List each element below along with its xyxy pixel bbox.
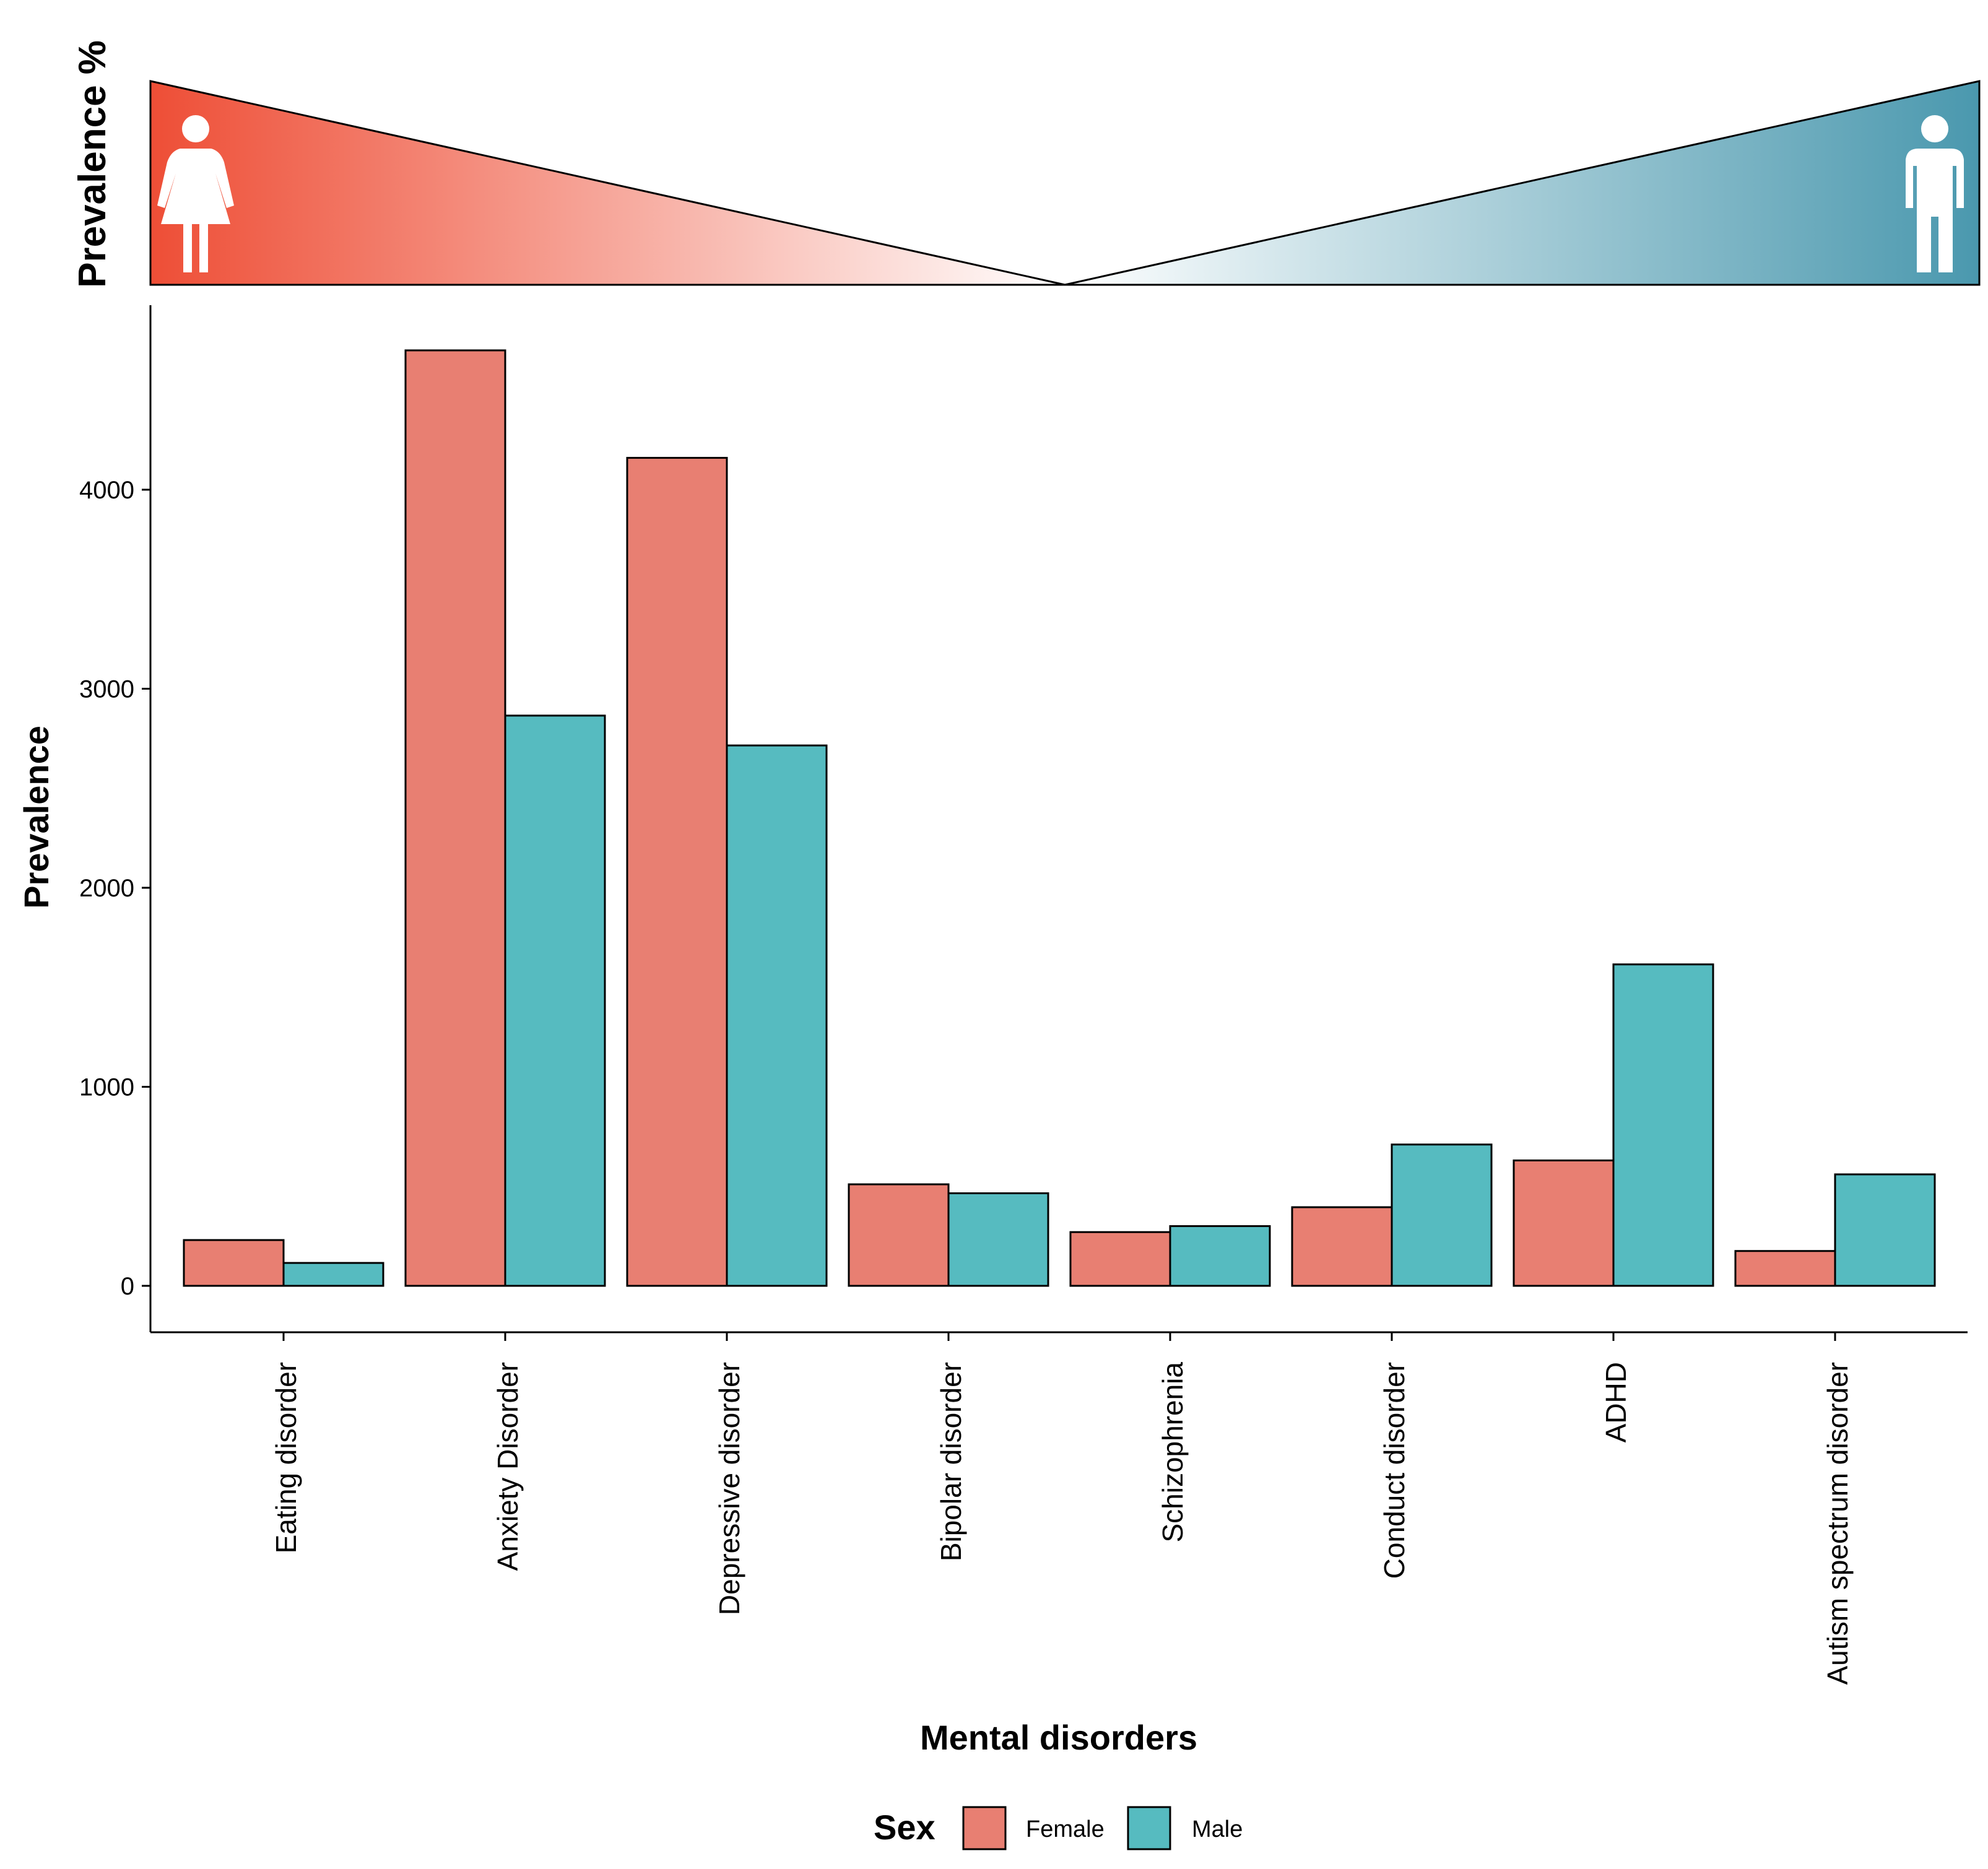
x-tick-label: Depressive disorder <box>713 1362 745 1615</box>
bar-female-5 <box>1069 1231 1171 1287</box>
legend-title: Sex <box>874 1808 935 1847</box>
male-person-icon <box>1906 115 1964 272</box>
y-tick-label: 3000 <box>79 676 134 703</box>
y-tick-label: 2000 <box>79 875 134 902</box>
female-prevalence-wedge <box>149 80 1066 286</box>
bar-male-8 <box>1834 1173 1936 1287</box>
male-prevalence-wedge <box>1064 80 1981 286</box>
bar-male-7 <box>1612 963 1714 1287</box>
bar-female-4 <box>848 1183 950 1287</box>
legend-swatch-male <box>1127 1806 1171 1850</box>
x-tick-label: Bipolar disorder <box>935 1362 967 1561</box>
prevalence-percent-label: Prevalence % <box>71 40 114 288</box>
y-axis-title: Prevalence <box>17 726 56 909</box>
x-tick-label: Eating disorder <box>270 1362 302 1553</box>
bar-female-3 <box>626 457 728 1287</box>
bar-female-1 <box>183 1239 285 1287</box>
bars <box>183 349 1936 1287</box>
female-person-icon <box>157 115 234 272</box>
x-axis-title: Mental disorders <box>920 1718 1197 1757</box>
bar-male-2 <box>504 714 606 1287</box>
x-tick-label: Anxiety Disorder <box>492 1362 524 1571</box>
y-tick-label: 0 <box>121 1273 134 1300</box>
legend-swatch-female <box>962 1806 1007 1850</box>
bar-male-6 <box>1391 1143 1493 1287</box>
bar-female-2 <box>404 349 506 1287</box>
bar-female-8 <box>1734 1250 1836 1287</box>
bar-female-7 <box>1513 1159 1615 1287</box>
bar-female-6 <box>1291 1206 1393 1287</box>
bar-male-1 <box>282 1262 384 1287</box>
y-tick-label: 1000 <box>79 1074 134 1101</box>
x-tick-label: Autism spectrum disorder <box>1821 1362 1854 1685</box>
x-ticks: Eating disorder Anxiety Disorder Depressiv… <box>270 1332 1854 1685</box>
bar-male-4 <box>947 1192 1049 1287</box>
prevalence-header: Prevalence % <box>71 40 1981 288</box>
y-tick-label: 4000 <box>79 477 134 504</box>
x-tick-label: Conduct disorder <box>1378 1362 1410 1579</box>
bar-male-3 <box>726 744 828 1287</box>
legend-label-male: Male <box>1192 1816 1243 1842</box>
y-ticks: 0 1000 2000 3000 4000 <box>79 477 150 1300</box>
bar-male-5 <box>1169 1225 1271 1287</box>
x-tick-label: ADHD <box>1600 1362 1632 1442</box>
legend-label-female: Female <box>1026 1816 1105 1842</box>
x-tick-label: Schizophrenia <box>1157 1362 1189 1543</box>
axes <box>149 305 1968 1333</box>
legend: Sex Female Male <box>874 1806 1243 1850</box>
